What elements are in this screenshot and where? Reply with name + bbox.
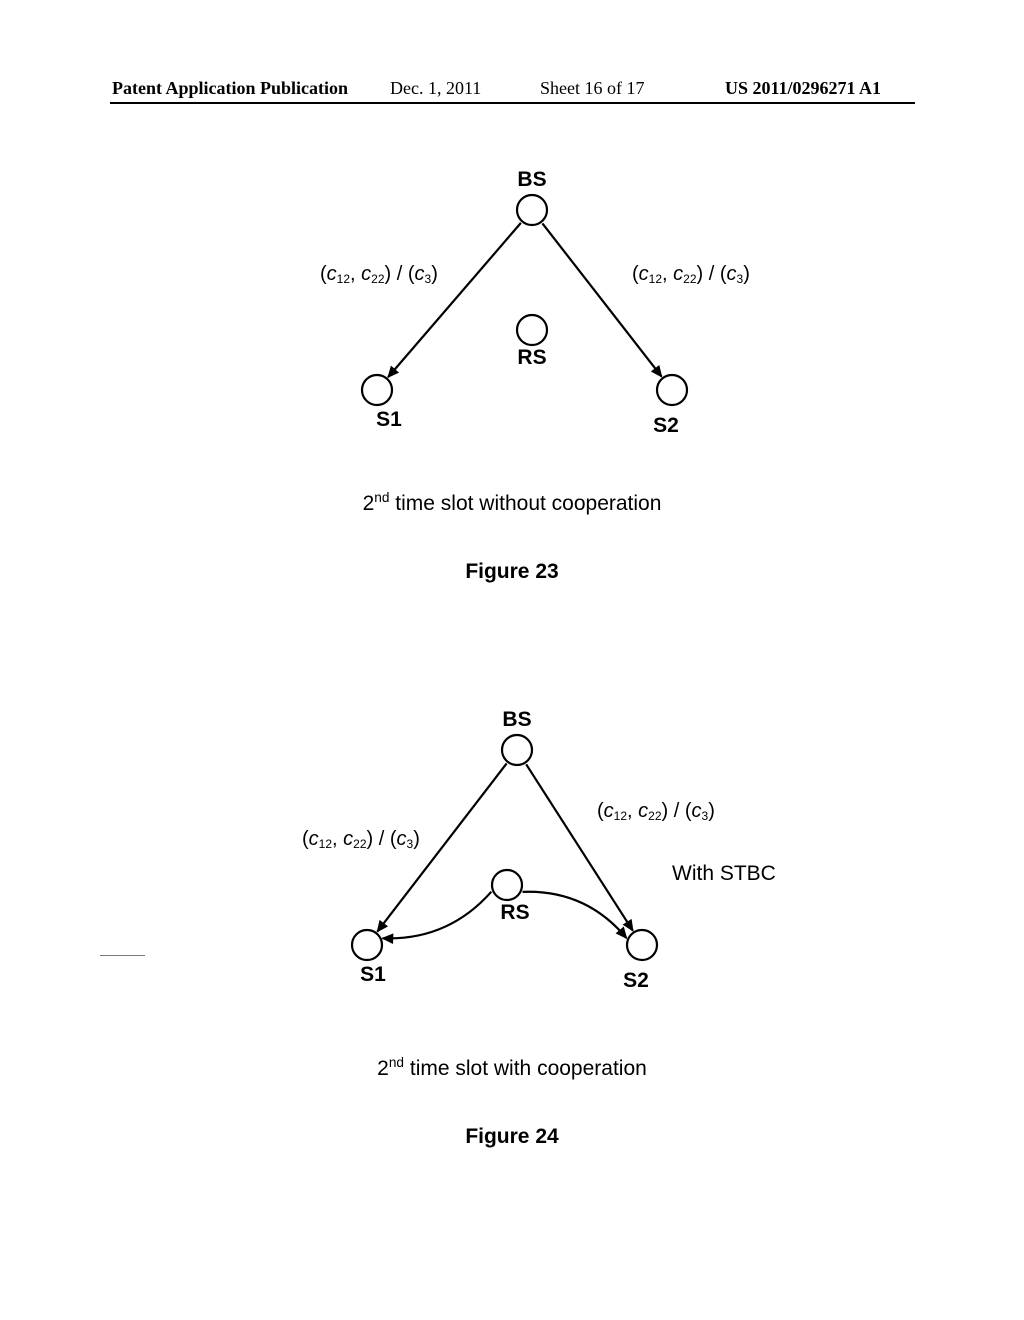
svg-text:With STBC: With STBC <box>672 862 776 885</box>
header-docnumber: US 2011/0296271 A1 <box>725 78 881 99</box>
figure-23-diagram: BS RS S1 S2 (c12, c22) / (c3) (c12, c22) / (c… <box>232 155 792 455</box>
figure-23: BS RS S1 S2 (c12, c22) / (c3) (c12, c22) / (c… <box>0 155 1024 455</box>
svg-text:RS: RS <box>517 346 546 369</box>
figure-23-caption: 2nd time slot without cooperation <box>0 490 1024 516</box>
header-publication: Patent Application Publication <box>112 78 348 99</box>
figure-24-label: Figure 24 <box>0 1125 1024 1149</box>
svg-text:S2: S2 <box>653 414 679 437</box>
page: Patent Application Publication Dec. 1, 2… <box>0 0 1024 1320</box>
figure-24-caption: 2nd time slot with cooperation <box>0 1055 1024 1081</box>
svg-text:S1: S1 <box>360 963 386 986</box>
svg-text:S1: S1 <box>376 408 402 431</box>
header-sheet: Sheet 16 of 17 <box>540 78 644 99</box>
svg-text:(c12, c22) / (c3): (c12, c22) / (c3) <box>597 800 715 823</box>
figure-24: BS RS S1 S2 (c12, c22) / (c3) (c12, c22) / (c… <box>0 695 1024 1005</box>
figure-24-diagram: BS RS S1 S2 (c12, c22) / (c3) (c12, c22) / (c… <box>202 695 822 1005</box>
scan-artifact <box>100 955 145 957</box>
svg-text:BS: BS <box>517 168 546 191</box>
header-rule <box>110 102 915 104</box>
figure-23-label: Figure 23 <box>0 560 1024 584</box>
svg-text:RS: RS <box>500 901 529 924</box>
svg-text:(c12, c22) / (c3): (c12, c22) / (c3) <box>302 828 420 851</box>
svg-text:S2: S2 <box>623 969 649 992</box>
header-date: Dec. 1, 2011 <box>390 78 481 99</box>
svg-text:(c12, c22) / (c3): (c12, c22) / (c3) <box>632 263 750 286</box>
svg-text:BS: BS <box>502 708 531 731</box>
svg-text:(c12, c22) / (c3): (c12, c22) / (c3) <box>320 263 438 286</box>
